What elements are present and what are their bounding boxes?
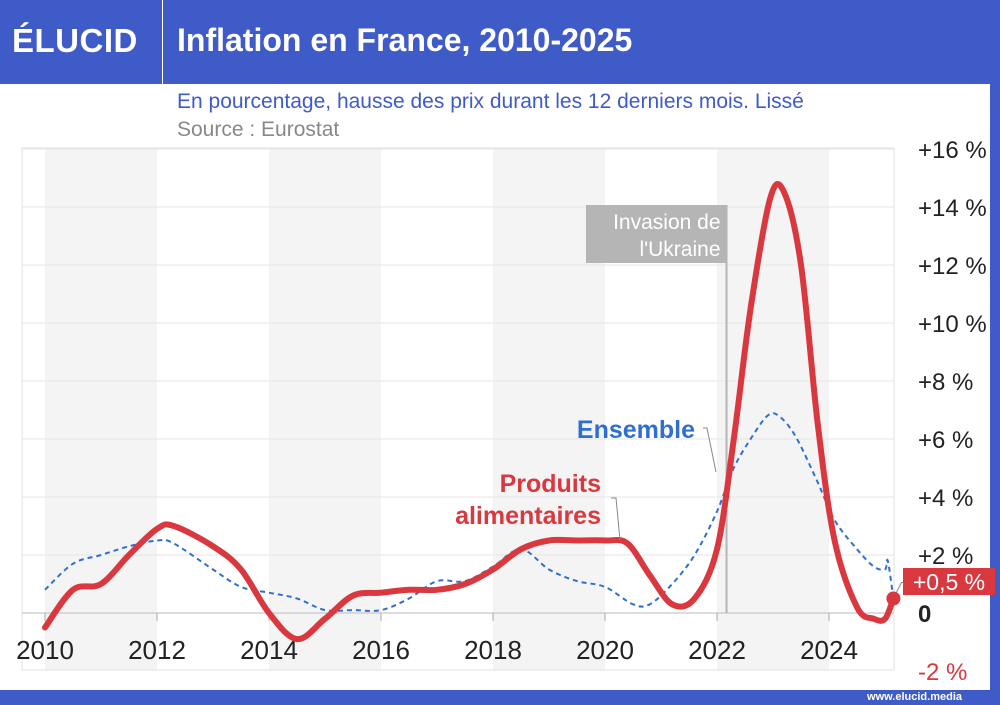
y-tick-label: 0 — [918, 601, 931, 628]
x-tick-label: 2012 — [128, 635, 186, 665]
series-label-overall: Ensemble — [577, 416, 695, 444]
y-tick-label: +2 % — [918, 543, 973, 570]
event-label-box — [586, 205, 728, 263]
y-tick-label: +6 % — [918, 427, 973, 454]
y-tick-label: +10 % — [918, 311, 987, 338]
y-tick-label: +12 % — [918, 253, 987, 280]
shaded-band — [717, 148, 829, 670]
x-tick-label: 2010 — [16, 635, 74, 665]
page-title: Inflation en France, 2010-2025 — [177, 22, 633, 58]
x-tick-label: 2016 — [352, 635, 410, 665]
header: ÉLUCID Inflation en France, 2010-2025 — [0, 0, 1000, 84]
overall-series-line — [44, 412, 895, 612]
header-divider — [162, 0, 163, 84]
shaded-band — [269, 148, 381, 670]
x-tick-label: 2014 — [240, 635, 298, 665]
last-value-leader — [895, 582, 904, 593]
y-tick-label: -2 % — [918, 659, 967, 686]
series-label-food: Produits — [500, 470, 601, 498]
x-tick-label: 2020 — [576, 635, 634, 665]
y-tick-label: +14 % — [918, 195, 987, 222]
event-label: Invasion de — [613, 211, 720, 234]
last-value-dot — [886, 591, 901, 606]
event-label: l'Ukraine — [639, 238, 720, 261]
y-tick-label: +8 % — [918, 369, 973, 396]
footer-url: www.elucid.media — [867, 691, 962, 703]
overall-leader-line — [703, 427, 717, 473]
food-leader-line — [611, 497, 621, 541]
x-tick-label: 2018 — [464, 635, 522, 665]
x-tick-label: 2022 — [688, 635, 746, 665]
shaded-band — [45, 148, 157, 670]
y-tick-label: +16 % — [918, 137, 987, 164]
chart-subtitle: En pourcentage, hausse des prix durant l… — [177, 90, 804, 113]
plot-frame — [21, 147, 895, 671]
chart-source: Source : Eurostat — [177, 118, 340, 141]
last-value-badge — [903, 568, 995, 595]
food-series-line — [42, 180, 897, 643]
y-tick-label: +4 % — [918, 485, 973, 512]
last-value-label: +0,5 % — [913, 569, 985, 595]
x-tick-label: 2024 — [800, 635, 858, 665]
series-label-food-line2: alimentaires — [455, 502, 601, 530]
logo: ÉLUCID — [12, 22, 138, 59]
